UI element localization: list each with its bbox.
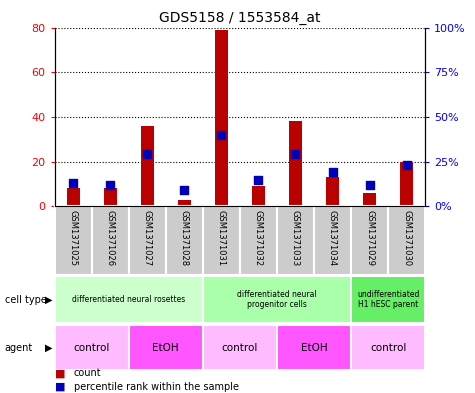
- FancyBboxPatch shape: [92, 206, 129, 275]
- Bar: [141, 126, 154, 206]
- FancyBboxPatch shape: [277, 206, 314, 275]
- Point: [106, 182, 114, 188]
- Text: count: count: [74, 368, 101, 378]
- FancyBboxPatch shape: [314, 206, 351, 275]
- FancyBboxPatch shape: [55, 325, 129, 371]
- Point: [329, 169, 336, 176]
- Text: ■: ■: [55, 382, 65, 392]
- FancyBboxPatch shape: [277, 325, 351, 371]
- FancyBboxPatch shape: [203, 325, 277, 371]
- Point: [143, 151, 151, 158]
- Point: [366, 182, 373, 188]
- Text: GSM1371031: GSM1371031: [217, 210, 226, 266]
- Bar: [104, 188, 117, 206]
- FancyBboxPatch shape: [129, 325, 203, 371]
- FancyBboxPatch shape: [351, 325, 425, 371]
- FancyBboxPatch shape: [203, 206, 240, 275]
- Text: cell type: cell type: [5, 295, 47, 305]
- Bar: [326, 177, 339, 206]
- Text: agent: agent: [5, 343, 33, 353]
- Text: GSM1371027: GSM1371027: [143, 210, 152, 266]
- Text: GSM1371032: GSM1371032: [254, 210, 263, 266]
- FancyBboxPatch shape: [166, 206, 203, 275]
- FancyBboxPatch shape: [55, 206, 92, 275]
- Text: GSM1371030: GSM1371030: [402, 210, 411, 266]
- FancyBboxPatch shape: [129, 206, 166, 275]
- Point: [180, 187, 188, 193]
- Point: [403, 162, 410, 168]
- Text: ▶: ▶: [45, 343, 53, 353]
- Text: ■: ■: [55, 368, 65, 378]
- FancyBboxPatch shape: [351, 206, 388, 275]
- Text: control: control: [74, 343, 110, 353]
- Text: percentile rank within the sample: percentile rank within the sample: [74, 382, 238, 392]
- Text: GSM1371033: GSM1371033: [291, 210, 300, 266]
- Text: differentiated neural
progenitor cells: differentiated neural progenitor cells: [237, 290, 317, 309]
- Text: GSM1371025: GSM1371025: [69, 210, 77, 266]
- Text: ▶: ▶: [45, 295, 53, 305]
- FancyBboxPatch shape: [203, 276, 351, 323]
- FancyBboxPatch shape: [388, 206, 425, 275]
- Text: EtOH: EtOH: [152, 343, 179, 353]
- Bar: [215, 30, 228, 206]
- FancyBboxPatch shape: [55, 276, 203, 323]
- FancyBboxPatch shape: [240, 206, 277, 275]
- Text: differentiated neural rosettes: differentiated neural rosettes: [72, 295, 185, 304]
- Text: GSM1371028: GSM1371028: [180, 210, 189, 266]
- Text: undifferentiated
H1 hESC parent: undifferentiated H1 hESC parent: [357, 290, 419, 309]
- FancyBboxPatch shape: [351, 276, 425, 323]
- Point: [255, 176, 262, 183]
- Bar: [252, 186, 265, 206]
- Point: [218, 132, 225, 138]
- Bar: [66, 188, 80, 206]
- Text: GSM1371034: GSM1371034: [328, 210, 337, 266]
- Text: EtOH: EtOH: [301, 343, 327, 353]
- Bar: [400, 162, 413, 206]
- Point: [292, 151, 299, 158]
- Bar: [289, 121, 302, 206]
- Text: control: control: [222, 343, 258, 353]
- Text: control: control: [370, 343, 406, 353]
- Bar: [363, 193, 376, 206]
- Point: [69, 180, 77, 186]
- Title: GDS5158 / 1553584_at: GDS5158 / 1553584_at: [159, 11, 321, 25]
- Text: GSM1371029: GSM1371029: [365, 210, 374, 266]
- Bar: [178, 200, 191, 206]
- Text: GSM1371026: GSM1371026: [106, 210, 114, 266]
